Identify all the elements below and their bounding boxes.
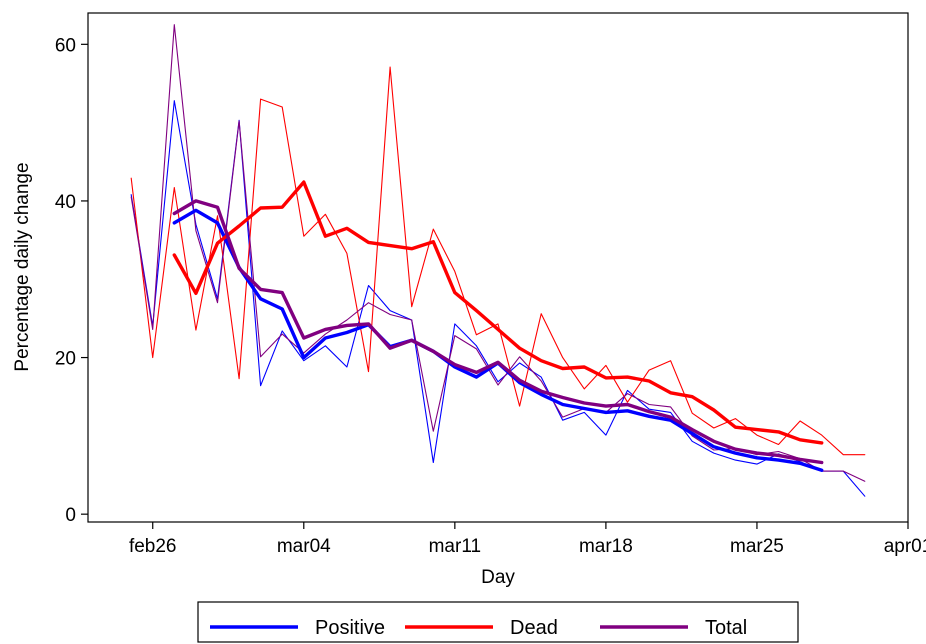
legend-box bbox=[197, 601, 799, 643]
y-tick-label: 60 bbox=[55, 35, 76, 56]
legend: Positive Dead Total bbox=[197, 601, 799, 643]
plot-frame bbox=[87, 12, 909, 523]
x-tick-label: mar25 bbox=[730, 536, 784, 557]
series-positive-daily-line bbox=[130, 100, 866, 497]
y-tick-label: 40 bbox=[55, 192, 76, 213]
y-axis-title: Percentage daily change bbox=[12, 162, 33, 371]
y-axis: 0 20 40 60 bbox=[55, 35, 88, 526]
series-dead-daily-line bbox=[130, 66, 866, 456]
x-tick-label: mar11 bbox=[429, 536, 481, 557]
series-layer bbox=[130, 24, 866, 497]
x-tick-label: feb26 bbox=[129, 536, 177, 557]
legend-label-total: Total bbox=[705, 617, 747, 639]
legend-label-positive: Positive bbox=[315, 617, 385, 639]
x-tick-label: apr01 bbox=[884, 536, 926, 557]
series-total-smoothed-line bbox=[172, 199, 824, 465]
x-axis: feb26 mar04 mar11 mar18 mar25 apr01 bbox=[129, 522, 926, 557]
series-dead-smoothed-line bbox=[172, 180, 824, 445]
x-tick-label: mar18 bbox=[579, 536, 633, 557]
y-tick-label: 20 bbox=[55, 349, 76, 370]
x-axis-title: Day bbox=[481, 567, 515, 588]
y-tick-label: 0 bbox=[65, 505, 76, 526]
x-tick-label: mar04 bbox=[277, 536, 331, 557]
legend-label-dead: Dead bbox=[510, 617, 558, 639]
